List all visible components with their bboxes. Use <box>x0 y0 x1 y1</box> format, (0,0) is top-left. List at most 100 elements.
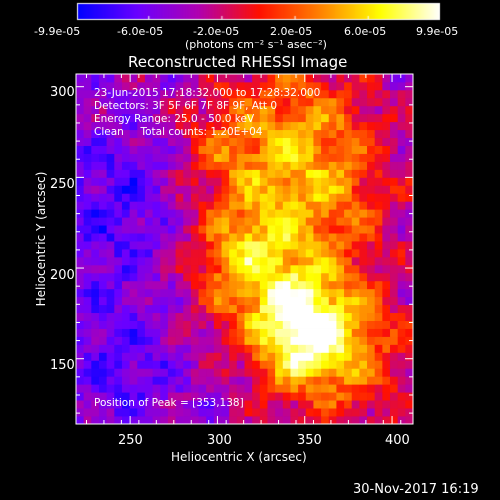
heatmap-cell <box>137 177 146 186</box>
heatmap-cell <box>344 81 353 91</box>
heatmap-cell <box>344 89 353 99</box>
heatmap-cell <box>344 161 353 170</box>
heatmap-cell <box>121 312 131 321</box>
heatmap-cell <box>198 81 207 91</box>
heatmap-cell <box>305 249 314 258</box>
heatmap-cell <box>367 400 376 409</box>
heatmap-cell <box>267 304 276 314</box>
heatmap-cell <box>244 384 253 393</box>
heatmap-cell <box>144 264 153 274</box>
heatmap-cell <box>236 137 245 146</box>
heatmap-cell <box>252 280 261 290</box>
heatmap-cell <box>328 296 337 306</box>
heatmap-cell <box>129 201 138 210</box>
heatmap-cell <box>267 328 276 337</box>
heatmap-cell <box>290 392 299 401</box>
heatmap-cell <box>213 288 222 298</box>
heatmap-cell <box>144 137 153 146</box>
heatmap-cell <box>305 161 314 170</box>
heatmap-cell <box>206 272 215 282</box>
heatmap-cell <box>221 105 230 115</box>
heatmap-cell <box>106 161 115 170</box>
footer-date: 30-Nov-2017 16:19 <box>353 482 479 497</box>
heatmap-cell <box>367 105 376 115</box>
heatmap-cell <box>267 113 276 123</box>
heatmap-cell <box>328 304 337 314</box>
heatmap-cell <box>267 360 276 369</box>
heatmap-cell <box>121 360 131 369</box>
heatmap-cell <box>244 177 253 186</box>
heatmap-cell <box>374 129 383 139</box>
heatmap-cell <box>367 145 376 154</box>
heatmap-cell <box>144 400 153 409</box>
heatmap-cell <box>236 392 245 401</box>
heatmap-cell <box>160 217 169 226</box>
heatmap-cell <box>160 272 169 282</box>
heatmap-cell <box>298 177 307 186</box>
heatmap-cell <box>267 384 276 393</box>
heatmap-cell <box>198 376 207 385</box>
heatmap-cell <box>275 153 284 162</box>
heatmap-cell <box>144 177 153 186</box>
heatmap-cell <box>91 304 100 314</box>
heatmap-cell <box>313 177 322 186</box>
heatmap-cell <box>405 320 414 329</box>
heatmap-cell <box>183 105 192 115</box>
heatmap-cell <box>190 384 199 393</box>
heatmap-cell <box>98 400 108 409</box>
heatmap-cell <box>198 233 207 242</box>
heatmap-cell <box>98 328 108 337</box>
heatmap-cell <box>175 296 184 306</box>
heatmap-cell <box>206 376 215 385</box>
heatmap-cell <box>121 376 131 385</box>
heatmap-cell <box>137 312 146 321</box>
heatmap-cell <box>213 272 222 282</box>
heatmap-cell <box>313 185 322 194</box>
x-tick-label: 400 <box>385 433 410 448</box>
heatmap-cell <box>229 288 238 298</box>
heatmap-cell <box>359 177 368 186</box>
heatmap-cell <box>206 360 215 369</box>
heatmap-cell <box>259 328 268 337</box>
heatmap-cell <box>129 272 138 282</box>
heatmap-cell <box>129 344 138 353</box>
heatmap-cell <box>305 384 314 393</box>
heatmap-cell <box>290 169 299 178</box>
heatmap-cell <box>390 153 399 162</box>
heatmap-cell <box>167 105 176 115</box>
heatmap-cell <box>76 296 85 306</box>
heatmap-cell <box>76 121 85 131</box>
heatmap-cell <box>236 74 245 83</box>
heatmap-cell <box>83 217 92 226</box>
heatmap-cell <box>206 137 215 146</box>
heatmap-cell <box>144 129 153 139</box>
heatmap-cell <box>91 129 100 139</box>
heatmap-cell <box>275 217 284 226</box>
heatmap-cell <box>229 105 238 115</box>
heatmap-cell <box>114 408 123 417</box>
heatmap-cell <box>374 137 383 146</box>
heatmap-cell <box>267 344 276 353</box>
heatmap-cell <box>282 400 291 409</box>
heatmap-cell <box>305 201 314 210</box>
heatmap-cell <box>206 105 215 115</box>
heatmap-cell <box>121 272 131 282</box>
heatmap-cell <box>397 81 406 91</box>
heatmap-cell <box>160 264 169 274</box>
heatmap-cell <box>175 169 184 178</box>
heatmap-cell <box>190 328 199 337</box>
heatmap-cell <box>190 360 199 369</box>
heatmap-cell <box>290 336 299 345</box>
heatmap-cell <box>160 249 169 258</box>
heatmap-cell <box>167 360 176 369</box>
heatmap-cell <box>282 225 291 234</box>
heatmap-cell <box>267 376 276 385</box>
heatmap-cell <box>98 81 108 91</box>
heatmap-cell <box>382 272 391 282</box>
heatmap-cell <box>121 225 131 234</box>
heatmap-cell <box>76 328 85 337</box>
heatmap-cell <box>137 161 146 170</box>
heatmap-cell <box>121 74 131 83</box>
heatmap-cell <box>83 129 92 139</box>
heatmap-cell <box>121 392 131 401</box>
